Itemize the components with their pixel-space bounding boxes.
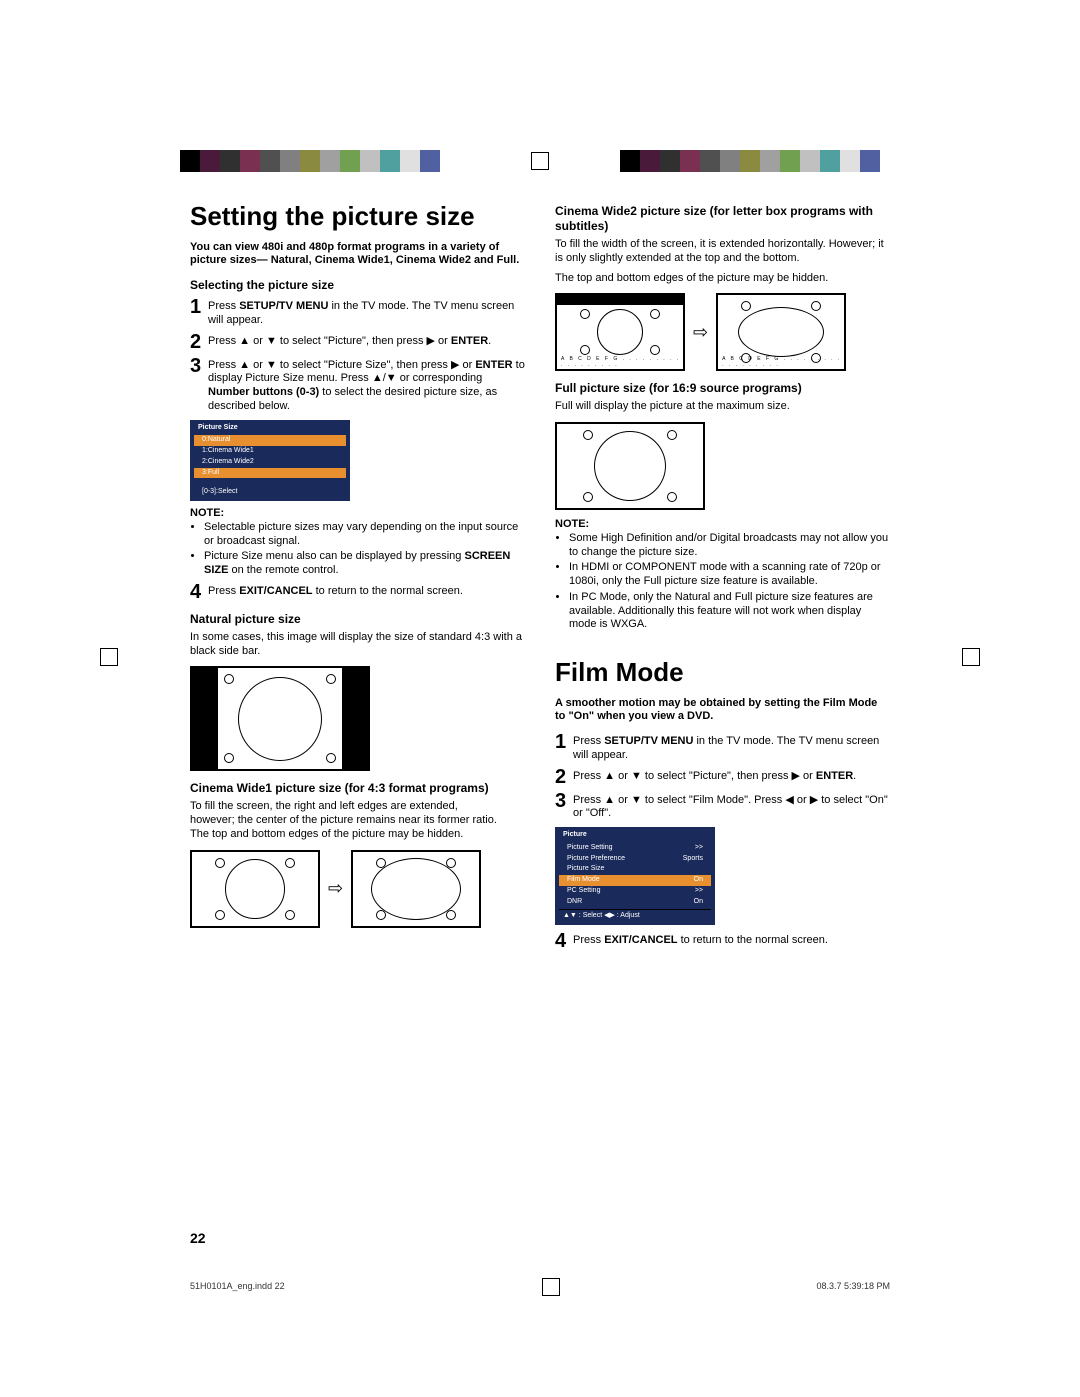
note-b1: In HDMI or COMPONENT mode with a scannin… xyxy=(569,561,890,589)
step-a4: 4Press EXIT/CANCEL to return to the norm… xyxy=(190,582,525,602)
intro-b: A smoother motion may be obtained by set… xyxy=(555,697,890,725)
register-mark-bottom xyxy=(542,1278,560,1296)
sub-selecting: Selecting the picture size xyxy=(190,278,525,293)
left-column: Setting the picture size You can view 48… xyxy=(190,200,525,955)
osd2-r2r: Sports xyxy=(683,855,703,864)
osd1-row3: 3:Full xyxy=(194,468,346,479)
step-a4-text: Press EXIT/CANCEL to return to the norma… xyxy=(208,582,463,599)
osd2-title: Picture xyxy=(559,831,711,840)
register-mark-left xyxy=(100,648,118,666)
p-full: Full will display the picture at the max… xyxy=(555,400,890,414)
notes-b: Some High Definition and/or Digital broa… xyxy=(569,532,890,632)
right-column: Cinema Wide2 picture size (for letter bo… xyxy=(555,200,890,955)
register-mark-right xyxy=(962,648,980,666)
page-number: 22 xyxy=(190,1230,206,1248)
footer-right: 08.3.7 5:39:18 PM xyxy=(816,1281,890,1292)
osd1-title: Picture Size xyxy=(194,424,346,433)
arrow-icon: ⇨ xyxy=(693,321,708,344)
heading-picture-size: Setting the picture size xyxy=(190,200,525,233)
osd2-r6l: DNR xyxy=(567,898,582,907)
step-a3: 3Press ▲ or ▼ to select "Picture Size", … xyxy=(190,356,525,414)
osd-picture-menu: Picture Picture Setting >> Picture Prefer… xyxy=(555,827,715,925)
sub-cw1: Cinema Wide1 picture size (for 4:3 forma… xyxy=(190,781,525,796)
sub-natural: Natural picture size xyxy=(190,612,525,627)
step-a2-text: Press ▲ or ▼ to select "Picture", then p… xyxy=(208,332,491,349)
p-natural: In some cases, this image will display t… xyxy=(190,631,525,659)
note-a0: Selectable picture sizes may vary depend… xyxy=(204,521,525,549)
osd1-row0: 0:Natural xyxy=(194,435,346,446)
register-strip xyxy=(0,150,1080,172)
register-mark-top xyxy=(531,152,549,170)
osd2-r5r: >> xyxy=(695,887,703,896)
step-b3-text: Press ▲ or ▼ to select "Film Mode". Pres… xyxy=(573,791,890,822)
step-b1-text: Press SETUP/TV MENU in the TV mode. The … xyxy=(573,732,890,763)
subtitle-letters-1: A B C D E F G . . . . . . . . . . . . . … xyxy=(561,356,683,369)
step-a3-text: Press ▲ or ▼ to select "Picture Size", t… xyxy=(208,356,525,414)
subtitle-letters-2: A B C D E F G . . . . . . . . . . . . . … xyxy=(722,356,844,369)
step-b2: 2Press ▲ or ▼ to select "Picture", then … xyxy=(555,767,890,787)
osd2-r1l: Picture Setting xyxy=(567,844,613,853)
osd2-r1r: >> xyxy=(695,844,703,853)
osd-picture-size: Picture Size 0:Natural 1:Cinema Wide1 2:… xyxy=(190,420,350,502)
osd2-r5l: PC Setting xyxy=(567,887,600,896)
osd2-foot: ▲▼ : Select ◀▶ : Adjust xyxy=(559,912,711,921)
page-body: Setting the picture size You can view 48… xyxy=(190,200,890,955)
osd2-r4r: On xyxy=(694,876,703,885)
step-b2-text: Press ▲ or ▼ to select "Picture", then p… xyxy=(573,767,856,784)
note-label-a: NOTE: xyxy=(190,507,525,521)
osd2-r6r: On xyxy=(694,898,703,907)
p-cw1b: however; the center of the picture remai… xyxy=(190,814,525,828)
osd2-r3l: Picture Size xyxy=(567,865,604,874)
step-a1-text: Press SETUP/TV MENU in the TV mode. The … xyxy=(208,297,525,328)
diagram-cw2: A B C D E F G . . . . . . . . . . . . . … xyxy=(555,293,890,371)
color-bar-right xyxy=(620,150,900,172)
step-b3: 3Press ▲ or ▼ to select "Film Mode". Pre… xyxy=(555,791,890,822)
diagram-natural xyxy=(190,666,525,771)
footer: 51H0101A_eng.indd 22 08.3.7 5:39:18 PM xyxy=(190,1278,890,1296)
step-b4-text: Press EXIT/CANCEL to return to the norma… xyxy=(573,931,828,948)
sub-cw2: Cinema Wide2 picture size (for letter bo… xyxy=(555,204,890,234)
intro-a: You can view 480i and 480p format progra… xyxy=(190,241,525,269)
heading-film-mode: Film Mode xyxy=(555,656,890,689)
p-cw2a: To fill the width of the screen, it is e… xyxy=(555,238,890,266)
osd1-row2: 2:Cinema Wide2 xyxy=(194,457,346,468)
step-b1: 1Press SETUP/TV MENU in the TV mode. The… xyxy=(555,732,890,763)
footer-left: 51H0101A_eng.indd 22 xyxy=(190,1281,285,1292)
p-cw2b: The top and bottom edges of the picture … xyxy=(555,272,890,286)
note-label-b: NOTE: xyxy=(555,518,890,532)
osd2-r4l: Film Mode xyxy=(567,876,600,885)
step-a2: 2Press ▲ or ▼ to select "Picture", then … xyxy=(190,332,525,352)
step-b4: 4Press EXIT/CANCEL to return to the norm… xyxy=(555,931,890,951)
diagram-full xyxy=(555,422,890,510)
osd2-r2l: Picture Preference xyxy=(567,855,625,864)
osd1-row1: 1:Cinema Wide1 xyxy=(194,446,346,457)
arrow-icon: ⇨ xyxy=(328,877,343,900)
color-bar-left xyxy=(180,150,460,172)
diagram-cw1: ⇨ xyxy=(190,850,525,928)
note-b0: Some High Definition and/or Digital broa… xyxy=(569,532,890,560)
p-cw1c: The top and bottom edges of the picture … xyxy=(190,828,525,842)
note-b2: In PC Mode, only the Natural and Full pi… xyxy=(569,591,890,632)
note-a1: Picture Size menu also can be displayed … xyxy=(204,550,525,578)
sub-full: Full picture size (for 16:9 source progr… xyxy=(555,381,890,396)
step-a1: 1Press SETUP/TV MENU in the TV mode. The… xyxy=(190,297,525,328)
osd1-foot: [0-3]:Select xyxy=(194,488,346,497)
notes-a: Selectable picture sizes may vary depend… xyxy=(204,521,525,578)
p-cw1a: To fill the screen, the right and left e… xyxy=(190,800,525,814)
